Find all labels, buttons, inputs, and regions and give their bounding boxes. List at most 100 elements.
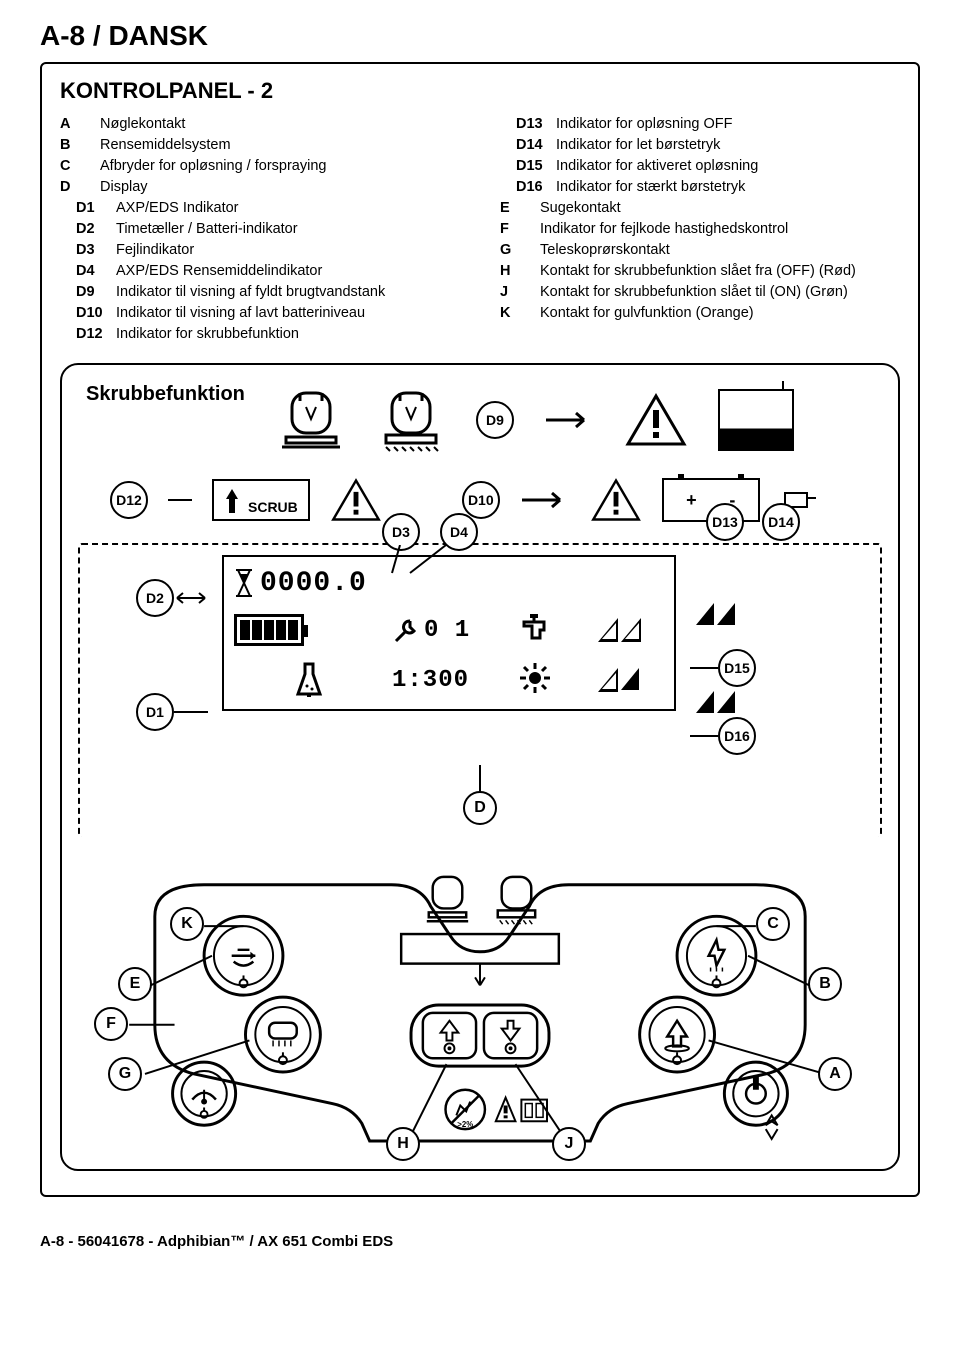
label-c: C [756, 907, 790, 941]
legend-row: D13Indikator for opløsning OFF [500, 114, 900, 135]
lcd-left-callouts: D2 D1 [136, 555, 208, 755]
lcd-hours: 0000.0 [260, 568, 367, 599]
legend-text: Sugekontakt [540, 198, 621, 219]
scrub-badge: SCRUB [212, 479, 310, 521]
label-d: D [463, 791, 497, 825]
label-d14: D14 [762, 503, 800, 541]
legend-key: C [60, 156, 100, 177]
legend-right: D13Indikator for opløsning OFFD14Indikat… [500, 114, 900, 345]
arrow-right-icon [544, 408, 594, 432]
tank-full-icon [718, 389, 794, 451]
leader-line [479, 765, 481, 793]
legend-row: D14Indikator for let børstetryk [500, 135, 900, 156]
triangle-pair-half [598, 668, 668, 692]
page-footer: A-8 - 56041678 - Adphibian™ / AX 651 Com… [0, 1233, 960, 1270]
up-arrow-icon [224, 487, 240, 515]
legend-text: Rensemiddelsystem [100, 135, 231, 156]
skrub-title: Skrubbefunktion [86, 383, 245, 406]
legend-row: CAfbryder for opløsning / forspraying [60, 156, 460, 177]
legend-text: Indikator for opløsning OFF [556, 114, 733, 135]
legend-text: Indikator til visning af lavt batteriniv… [116, 303, 365, 324]
legend-row: GTeleskoprørskontakt [500, 240, 900, 261]
machine-up-icon [276, 385, 346, 455]
legend-key: D14 [500, 135, 556, 156]
legend-key: F [500, 219, 540, 240]
triangle-pair-solid [696, 603, 735, 625]
faucet-icon [520, 614, 554, 642]
label-d9: D9 [476, 401, 514, 439]
wrench-icon [392, 617, 418, 643]
legend-row: D15Indikator for aktiveret opløsning [500, 156, 900, 177]
legend-text: Afbryder for opløsning / forspraying [100, 156, 326, 177]
label-j: J [552, 1127, 586, 1161]
leader-line [174, 588, 208, 608]
legend-key: E [500, 198, 540, 219]
legend-key: D1 [60, 198, 116, 219]
legend-text: Kontakt for skrubbefunktion slået fra (O… [540, 261, 856, 282]
lcd-display: 0000.0 0 1 [222, 555, 676, 711]
legend-key: D12 [60, 324, 116, 345]
legend-row: ESugekontakt [500, 198, 900, 219]
label-b: B [808, 967, 842, 1001]
label-h: H [386, 1127, 420, 1161]
warning-triangle-icon [624, 392, 688, 448]
legend-key: D16 [500, 177, 556, 198]
legend-text: AXP/EDS Rensemiddelindikator [116, 261, 322, 282]
legend-key: J [500, 282, 540, 303]
legend-text: AXP/EDS Indikator [116, 198, 239, 219]
arrow-right-icon [520, 488, 570, 512]
legend-text: Indikator for stærkt børstetryk [556, 177, 745, 198]
label-a: A [818, 1057, 852, 1091]
label-f: F [94, 1007, 128, 1041]
legend-key: K [500, 303, 540, 324]
legend-row: KKontakt for gulvfunktion (Orange) [500, 303, 900, 324]
leader-line [690, 667, 718, 669]
legend-text: Indikator til visning af fyldt brugtvand… [116, 282, 385, 303]
legend-left: ANøglekontaktBRensemiddelsystemCAfbryder… [60, 114, 460, 345]
lcd-fault: 0 1 [424, 617, 470, 644]
label-g: G [108, 1057, 142, 1091]
legend-key: D13 [500, 114, 556, 135]
legend-key: G [500, 240, 540, 261]
lcd-dashed-wrap: D2 D1 D3 D4 [78, 543, 882, 837]
label-d1: D1 [136, 693, 174, 731]
lcd-area: D2 D1 D3 D4 [136, 555, 868, 755]
warning-triangle-icon [330, 477, 382, 523]
section-title: KONTROLPANEL - 2 [60, 78, 900, 104]
legend-text: Indikator for fejlkode hastighedskontrol [540, 219, 788, 240]
hourglass-icon [234, 568, 254, 598]
page-header: A-8 / DANSK [40, 20, 920, 52]
legend-key: B [60, 135, 100, 156]
control-panel: >2% [76, 855, 884, 1155]
warning-triangle-icon [590, 477, 642, 523]
legend-row: D12Indikator for skrubbefunktion [60, 324, 460, 345]
legend-key: D3 [60, 240, 116, 261]
outer-box: KONTROLPANEL - 2 ANøglekontaktBRensemidd… [40, 62, 920, 1197]
legend-row: HKontakt for skrubbefunktion slået fra (… [500, 261, 900, 282]
legend-key: H [500, 261, 540, 282]
sun-icon [520, 663, 550, 693]
diagram-box: Skrubbefunktion D9 [60, 363, 900, 1171]
legend-row: D16Indikator for stærkt børstetryk [500, 177, 900, 198]
legend-key: A [60, 114, 100, 135]
legend-row: D10Indikator til visning af lavt batteri… [60, 303, 460, 324]
flask-icon [294, 662, 324, 698]
lcd-ratio: 1:300 [392, 667, 469, 694]
scrub-label: SCRUB [248, 499, 298, 515]
legend-row: D2Timetæller / Batteri-indikator [60, 219, 460, 240]
battery-plus: + [686, 490, 697, 511]
leader-line [174, 711, 208, 713]
legend-text: Indikator for skrubbefunktion [116, 324, 299, 345]
legend-row: D1AXP/EDS Indikator [60, 198, 460, 219]
legend-row: JKontakt for skrubbefunktion slået til (… [500, 282, 900, 303]
legend-text: Kontakt for gulvfunktion (Orange) [540, 303, 754, 324]
legend-row: DDisplay [60, 177, 460, 198]
legend-key: D15 [500, 156, 556, 177]
legend-row: D3Fejlindikator [60, 240, 460, 261]
legend-row: D4AXP/EDS Rensemiddelindikator [60, 261, 460, 282]
machine-down-icon [376, 385, 446, 455]
label-d13: D13 [706, 503, 744, 541]
legend-row: D9Indikator til visning af fyldt brugtva… [60, 282, 460, 303]
legend-key: D [60, 177, 100, 198]
svg-text:>2%: >2% [457, 1120, 473, 1129]
